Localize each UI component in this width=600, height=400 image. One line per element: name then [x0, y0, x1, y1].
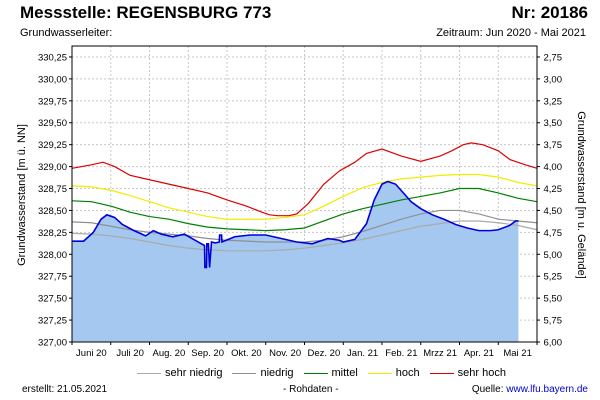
source-label: Quelle:	[471, 384, 507, 395]
y-tick-label: 328,25	[38, 228, 67, 239]
legend-swatch	[137, 372, 161, 374]
x-tick-label: Juni 20	[76, 348, 107, 359]
x-tick-label: Aug. 20	[153, 348, 186, 359]
series-line-measured	[72, 180, 519, 269]
legend-item-sehr-hoch: sehr hoch	[429, 367, 506, 379]
y-tick-label-right: 5,50	[544, 294, 563, 305]
y-axis-label-left: Grundwasserstand [m ü. NN]	[16, 124, 28, 266]
series-line-sehr-niedrig	[71, 220, 538, 252]
y-tick-label-right: 5,25	[544, 272, 563, 283]
axis-ticks: 327,00 327,25 327,50 327,75 328,00 328,25 328,…	[38, 52, 562, 359]
y-tick-label: 329,00	[38, 162, 67, 173]
legend-item-niedrig: niedrig	[232, 367, 294, 379]
y-tick-label: 327,50	[38, 294, 67, 305]
raw-data-note: - Rohdaten -	[283, 384, 339, 395]
y-tick-label: 327,25	[38, 316, 67, 327]
legend-label: hoch	[395, 367, 420, 379]
legend-swatch	[232, 372, 257, 374]
x-tick-label: Mrzz 21	[423, 348, 457, 359]
y-tick-label: 328,75	[38, 184, 67, 195]
legend-item-sehr-niedrig: sehr niedrig	[137, 367, 222, 379]
y-tick-label-right: 6,00	[544, 338, 563, 349]
x-tick-label: Mai 21	[503, 348, 532, 359]
created-date: erstellt: 21.05.2021	[22, 384, 108, 395]
y-tick-label-right: 4,75	[544, 228, 563, 239]
y-tick-label-right: 4,50	[544, 206, 563, 217]
x-tick-label: Jan. 21	[347, 348, 378, 359]
x-tick-label: Nov. 20	[269, 348, 301, 359]
y-tick-label-right: 4,00	[544, 162, 563, 173]
y-tick-label: 330,25	[38, 52, 67, 63]
y-tick-label-right: 3,00	[544, 74, 563, 85]
aquifer-label: Grundwasserleiter:	[20, 27, 113, 39]
y-axis-label-right: Grundwasserstand [m u. Gelände]	[575, 111, 587, 279]
y-tick-label: 327,75	[38, 272, 67, 283]
x-tick-label: Okt. 20	[231, 348, 262, 359]
measured-area	[72, 181, 519, 342]
x-tick-label: Feb. 21	[385, 348, 417, 359]
x-tick-label: Juli 20	[116, 348, 143, 359]
y-tick-label: 328,00	[38, 250, 67, 261]
source-link[interactable]: www.lfu.bayern.de	[506, 384, 588, 395]
y-tick-label-right: 5,00	[544, 250, 563, 261]
y-tick-label-right: 3,75	[544, 140, 563, 151]
station-number: Nr: 20186	[511, 3, 588, 22]
legend-item-hoch: hoch	[367, 367, 420, 379]
y-tick-label-right: 5,75	[544, 316, 563, 327]
y-tick-label-right: 4,25	[544, 184, 563, 195]
y-tick-label: 329,75	[38, 96, 67, 107]
legend-item-mittel: mittel	[303, 367, 358, 379]
legend-label: mittel	[331, 367, 358, 379]
measured-fill	[72, 181, 519, 342]
series-line-mittel	[71, 187, 538, 232]
series-line-hoch	[71, 173, 538, 220]
legend-label: sehr hoch	[457, 367, 506, 379]
legend: sehr niedrig niedrig mittel hoch sehr hoch	[137, 367, 516, 379]
legend-label: sehr niedrig	[165, 367, 223, 379]
page-title: Messstelle: REGENSBURG 773	[20, 3, 272, 22]
legend-swatch	[303, 372, 328, 374]
source: Quelle: www.lfu.bayern.de	[472, 384, 588, 395]
y-tick-label-right: 3,25	[544, 96, 563, 107]
x-tick-label: Apr. 21	[464, 348, 494, 359]
y-tick-label-right: 3,50	[544, 118, 563, 129]
y-tick-label: 330,00	[38, 74, 67, 85]
period-label: Zeitraum: Jun 2020 - Mai 2021	[436, 27, 586, 39]
legend-swatch	[367, 372, 392, 374]
y-tick-label: 328,50	[38, 206, 67, 217]
series-line-sehr-hoch	[71, 142, 538, 217]
series-lines	[71, 142, 538, 269]
legend-label: niedrig	[260, 367, 294, 379]
y-tick-label: 327,00	[38, 338, 67, 349]
x-tick-label: Sep. 20	[191, 348, 224, 359]
y-tick-label: 329,50	[38, 118, 67, 129]
y-tick-label-right: 2,75	[544, 52, 563, 63]
legend-swatch	[429, 372, 454, 374]
x-tick-label: Dez. 20	[308, 348, 341, 359]
y-tick-label: 329,25	[38, 140, 67, 151]
